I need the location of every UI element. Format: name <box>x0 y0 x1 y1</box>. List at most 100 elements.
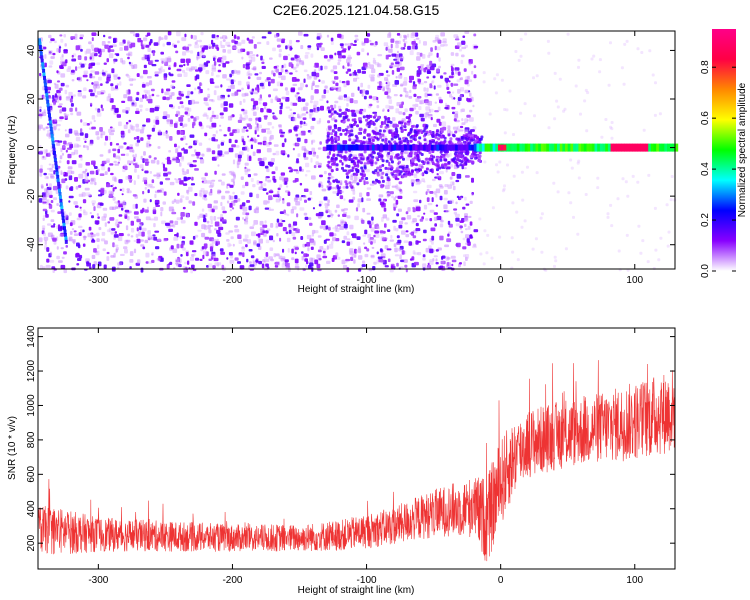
spectrogram-cell <box>247 135 250 138</box>
spectrogram-cell <box>265 176 270 179</box>
spectrogram-cell <box>418 151 422 155</box>
spectrogram-cell <box>498 235 502 239</box>
spectrogram-cell <box>141 126 145 130</box>
spectrogram-cell <box>364 229 368 235</box>
spectrogram-cell <box>147 47 151 52</box>
spectrogram-cell <box>135 203 138 209</box>
spectrogram-cell <box>431 162 435 166</box>
spectrogram-cell <box>197 51 200 57</box>
spectrogram-cell <box>403 125 407 129</box>
spectrogram-cell <box>667 230 671 234</box>
spectrogram-cell <box>150 186 155 189</box>
spectrogram-cell <box>206 125 211 128</box>
spectrogram-cell <box>371 129 375 133</box>
spectrogram-cell <box>101 163 105 167</box>
spectrogram-cell <box>424 99 429 104</box>
spectrogram-x-tick-label: -200 <box>222 275 242 286</box>
spectrogram-cell <box>254 73 259 76</box>
spectrogram-cell <box>267 31 272 35</box>
spectrogram-cell <box>134 102 137 107</box>
spectrogram-cell <box>460 136 464 140</box>
spectrogram-cell <box>161 69 166 73</box>
spectrogram-cell <box>468 159 472 163</box>
spectrogram-cell <box>245 212 250 216</box>
spectrogram-cell <box>189 164 194 168</box>
spectrogram-cell <box>401 217 406 221</box>
spectrogram-cell <box>636 180 640 184</box>
spectrogram-cell <box>136 111 139 114</box>
spectrogram-cell <box>314 62 319 68</box>
spectrogram-cell <box>153 236 158 241</box>
spectrogram-cell <box>221 181 225 186</box>
spectrogram-cell <box>300 236 304 240</box>
spectrogram-cell <box>86 48 91 54</box>
spectrogram-cell <box>431 197 434 203</box>
spectrogram-cell <box>381 138 385 142</box>
spectrogram-cell <box>386 94 390 98</box>
spectrogram-cell <box>154 106 159 112</box>
spectrogram-cell <box>69 222 73 227</box>
spectrogram-cell <box>120 133 125 138</box>
spectrogram-cell <box>245 123 251 126</box>
spectrogram-cell <box>93 206 96 211</box>
spectrogram-cell <box>312 207 315 210</box>
spectrogram-cell <box>330 186 335 190</box>
spectrogram-cell <box>416 96 422 99</box>
spectrogram-cell <box>65 96 71 101</box>
spectrogram-cell <box>203 218 207 223</box>
spectrogram-cell <box>378 198 382 202</box>
spectrogram-cell <box>336 86 342 92</box>
spectrogram-cell <box>332 129 336 133</box>
spectrogram-cell <box>263 115 268 118</box>
spectrogram-y-tick-label: -40 <box>26 237 37 252</box>
spectrogram-cell <box>162 163 165 169</box>
spectrogram-cell <box>114 205 118 210</box>
spectrogram-cell <box>326 245 329 250</box>
spectrogram-cell <box>79 37 83 40</box>
spectrogram-cell <box>43 149 47 154</box>
spectrogram-cell <box>188 186 193 192</box>
spectrogram-cell <box>78 225 83 229</box>
spectrogram-cell <box>189 134 195 138</box>
spectrogram-cell <box>297 87 303 91</box>
spectrogram-cell <box>444 184 449 188</box>
spectrogram-cell <box>463 136 467 140</box>
spectrogram-cell <box>304 199 307 203</box>
spectrogram-cell <box>260 108 264 113</box>
spectrogram-cell <box>531 247 535 251</box>
spectrogram-cell <box>354 134 358 138</box>
spectrogram-cell <box>47 232 53 237</box>
spectrogram-cell <box>569 158 573 162</box>
spectrogram-cell <box>122 165 126 169</box>
spectrogram-cell <box>173 62 177 67</box>
spectrogram-cell <box>503 131 507 135</box>
spectrogram-cell <box>368 267 373 272</box>
spectrogram-cell <box>283 55 288 61</box>
spectrogram-cell <box>461 118 464 122</box>
spectrogram-cell <box>333 110 337 114</box>
spectrogram-cell <box>407 45 411 50</box>
spectrogram-cell <box>201 224 206 230</box>
spectrogram-cell <box>293 169 299 172</box>
spectrogram-cell <box>344 128 348 132</box>
spectrogram-cell <box>296 137 301 142</box>
spectrogram-cell <box>175 262 179 265</box>
spectrogram-cell <box>428 109 431 114</box>
spectrogram-cell <box>257 41 262 45</box>
spectrogram-cell <box>181 105 185 109</box>
spectrogram-cell <box>461 54 465 58</box>
spectrogram-cell <box>194 87 197 91</box>
spectrogram-cell <box>180 131 184 135</box>
spectrogram-cell <box>127 96 133 102</box>
spectrogram-cell <box>348 181 352 185</box>
spectrogram-cell <box>141 84 146 88</box>
spectrogram-cell <box>243 218 246 222</box>
spectrogram-cell <box>215 156 219 159</box>
spectrogram-cell <box>433 191 437 195</box>
spectrogram-cell <box>187 107 192 112</box>
spectrogram-cell <box>119 188 122 191</box>
spectrogram-cell <box>175 178 180 184</box>
spectrogram-cell <box>168 228 173 232</box>
spectrogram-cell <box>343 155 347 159</box>
spectrogram-cell <box>107 41 111 44</box>
